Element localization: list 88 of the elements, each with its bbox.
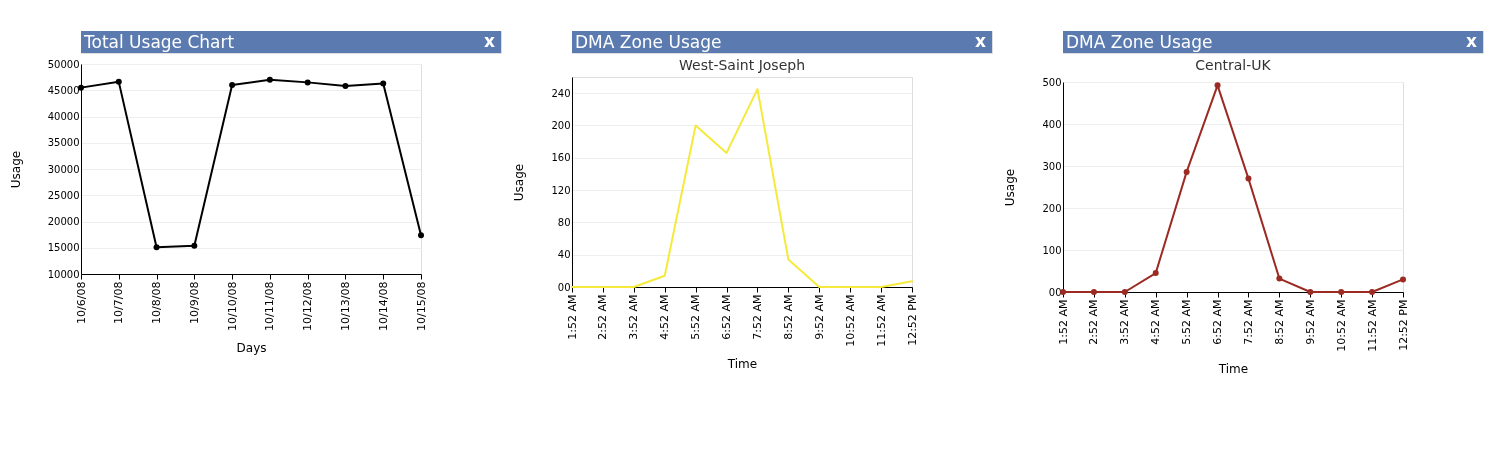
- x-axis-title: Time: [726, 356, 758, 371]
- x-axis-title: Time: [1217, 361, 1249, 376]
- x-tick-label: 10/10/08: [225, 281, 239, 331]
- x-tick-label: 10:52 AM: [1334, 299, 1348, 352]
- x-tick-label: 9:52 AM: [812, 294, 826, 340]
- x-tick-label: 10/8/08: [150, 281, 164, 324]
- point: [418, 232, 424, 239]
- x-tick-label: 11:52 AM: [1365, 299, 1379, 352]
- x-tick-label: 7:52 AM: [1241, 299, 1255, 345]
- x-tick-label: 2:52 AM: [1087, 299, 1101, 345]
- x-tick-label: 5:52 AM: [1180, 299, 1194, 345]
- text: x: [484, 31, 496, 51]
- point: [191, 242, 198, 249]
- chart-title: DMA Zone Usage: [1066, 32, 1213, 52]
- x-tick-label: 6:52 AM: [1211, 299, 1225, 345]
- point: [342, 83, 349, 90]
- point: [229, 82, 236, 88]
- y-tick-label: 15000: [47, 242, 80, 254]
- y-tick-label: 50000: [47, 58, 80, 70]
- x-tick-label: 3:52 AM: [1118, 299, 1132, 345]
- y-tick-label: 500: [1042, 76, 1062, 88]
- x-tick-label: 4:52 AM: [1149, 299, 1163, 345]
- point: [304, 79, 311, 86]
- x-tick-label: 11:52 AM: [874, 294, 888, 347]
- x-tick-label: 8:52 AM: [1272, 299, 1286, 345]
- x-tick-label: 12:52 PM: [1396, 299, 1410, 351]
- y-tick-label: 160: [551, 152, 571, 164]
- x-tick-label: 10/13/08: [338, 281, 352, 331]
- x-tick-label: 2:52 AM: [596, 294, 610, 340]
- y-tick-label: 240: [551, 87, 571, 99]
- point: [266, 76, 273, 83]
- y-tick-label: 200: [551, 119, 571, 131]
- y-tick-label: 25000: [47, 189, 80, 201]
- point: [1152, 270, 1159, 277]
- chart-subtitle: Central-UK: [1195, 57, 1272, 73]
- x-tick-label: 10/15/08: [414, 281, 428, 331]
- y-tick-label: 300: [1042, 160, 1062, 172]
- y-tick-label: 00: [557, 281, 571, 293]
- point: [1214, 82, 1221, 89]
- x-tick-label: 10/11/08: [263, 281, 277, 331]
- y-tick-label: 40: [557, 249, 571, 261]
- x-tick-label: 1:52 AM: [565, 294, 579, 340]
- x-tick-label: 10/9/08: [187, 281, 201, 324]
- y-tick-label: 200: [1042, 202, 1062, 214]
- y-axis-title: Usage: [8, 150, 23, 189]
- x-tick-label: 9:52 AM: [1303, 299, 1317, 345]
- chart-title: DMA Zone Usage: [575, 32, 722, 52]
- y-axis-title: Usage: [512, 163, 527, 202]
- y-tick-label: 120: [551, 184, 571, 196]
- x-tick-label: 10:52 AM: [843, 294, 857, 347]
- x-tick-label: 12:52 PM: [905, 294, 919, 346]
- text: x: [975, 31, 987, 51]
- x-tick-label: 1:52 AM: [1056, 299, 1070, 345]
- point: [1245, 175, 1252, 182]
- chart-subtitle: West-Saint Joseph: [679, 57, 805, 73]
- y-tick-label: 00: [1048, 286, 1062, 298]
- y-tick-label: 10000: [47, 268, 80, 280]
- x-tick-label: 5:52 AM: [689, 294, 703, 340]
- y-tick-label: 80: [557, 216, 571, 228]
- point: [1090, 289, 1097, 295]
- y-tick-label: 30000: [47, 163, 80, 175]
- x-axis-title: Days: [236, 340, 267, 355]
- x-tick-label: 8:52 AM: [781, 294, 795, 340]
- point: [1183, 168, 1190, 175]
- x-tick-label: 10/6/08: [74, 281, 88, 324]
- x-tick-label: 4:52 AM: [658, 294, 672, 340]
- point: [380, 80, 387, 87]
- y-tick-label: 45000: [47, 84, 80, 96]
- x-tick-label: 10/12/08: [301, 281, 315, 331]
- text: x: [1466, 31, 1478, 51]
- y-tick-label: 400: [1042, 118, 1062, 130]
- point: [115, 78, 122, 85]
- x-tick-label: 10/14/08: [376, 281, 390, 331]
- point: [1121, 289, 1128, 295]
- y-tick-label: 20000: [47, 216, 80, 227]
- point: [1276, 275, 1283, 282]
- x-tick-label: 3:52 AM: [627, 294, 641, 340]
- line-series: [1060, 82, 1406, 295]
- y-tick-label: 100: [1042, 244, 1062, 256]
- point: [153, 244, 160, 251]
- y-tick-label: 40000: [47, 111, 80, 122]
- chart-title: Total Usage Chart: [83, 32, 235, 52]
- point: [1400, 276, 1406, 283]
- y-tick-label: 35000: [47, 137, 80, 149]
- x-tick-label: 10/7/08: [112, 281, 126, 324]
- y-axis-title: Usage: [1003, 168, 1018, 207]
- x-tick-label: 7:52 AM: [750, 294, 764, 340]
- x-tick-label: 6:52 AM: [720, 294, 734, 340]
